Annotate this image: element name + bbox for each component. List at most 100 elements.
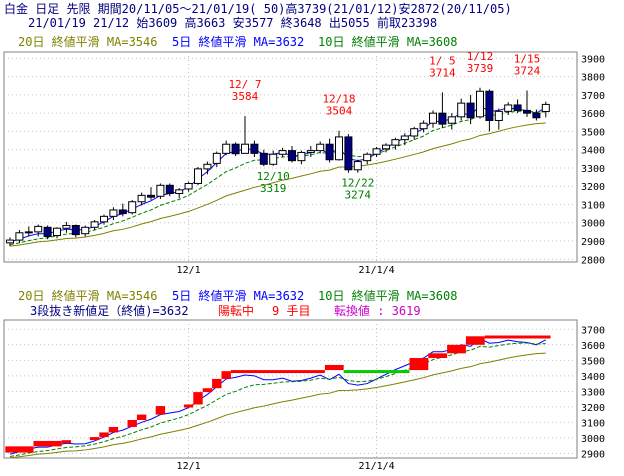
newprice-brick xyxy=(230,370,325,374)
candle-body xyxy=(269,153,278,165)
candle-body xyxy=(466,102,475,119)
candle-body xyxy=(53,227,61,237)
candle-body xyxy=(485,90,494,121)
candle-body xyxy=(62,224,71,229)
legend-ma10: 10日 終値平滑 MA=3608 xyxy=(318,34,457,49)
candle xyxy=(259,149,268,167)
annotation-price: 3714 xyxy=(429,66,456,79)
newprice-brick xyxy=(89,437,100,441)
newprice-grid xyxy=(4,320,577,458)
candle-body xyxy=(400,135,409,141)
newprice-tick-label: 3400 xyxy=(581,372,605,383)
candle xyxy=(147,187,155,200)
candle-body xyxy=(6,239,14,244)
candle xyxy=(100,214,108,225)
reversal-value: 転換値 : 3619 xyxy=(334,303,421,318)
candle xyxy=(476,87,484,119)
price-tick-label: 3700 xyxy=(581,91,605,102)
newprice-brick xyxy=(5,446,34,453)
annotation-price: 3319 xyxy=(260,182,287,195)
newprice-brick xyxy=(484,335,551,339)
candle-body xyxy=(100,215,108,223)
candle-body xyxy=(288,150,296,162)
candle-body xyxy=(476,90,484,118)
newprice-brick xyxy=(343,370,410,374)
newprice-ma-line-20 xyxy=(9,352,546,459)
candle-body xyxy=(175,189,184,195)
candle-body xyxy=(212,152,221,164)
candle xyxy=(391,137,400,150)
price-tick-label: 3800 xyxy=(581,73,605,84)
candle xyxy=(269,150,278,166)
candle xyxy=(71,224,80,238)
candle xyxy=(156,183,165,199)
candle-body xyxy=(147,194,155,198)
candle-body xyxy=(231,143,240,155)
price-tick-label: 3300 xyxy=(581,164,605,175)
newprice-tick-label: 3000 xyxy=(581,434,605,445)
candle-body xyxy=(90,221,99,228)
candle-body xyxy=(128,201,137,214)
candle-body xyxy=(306,150,315,153)
candle-body xyxy=(165,184,174,195)
candle xyxy=(241,116,249,154)
candle xyxy=(24,226,33,237)
annotation-price: 3584 xyxy=(232,90,259,103)
legend-ma5-lower: 5日 終値平滑 MA=3632 xyxy=(172,288,304,303)
candle-body xyxy=(335,136,343,161)
annotation-date: 12/22 xyxy=(341,177,374,190)
annotation-date: 1/ 5 xyxy=(429,54,456,67)
annotation-date: 1/12 xyxy=(467,50,494,63)
candle-body xyxy=(457,102,466,118)
price-tick-label: 3100 xyxy=(581,200,605,211)
candle xyxy=(447,113,456,130)
candle-body xyxy=(259,152,268,165)
candle xyxy=(466,94,475,125)
price-tick-label: 3200 xyxy=(581,182,605,193)
ma-line-20 xyxy=(9,122,546,247)
price-tick-label: 3900 xyxy=(581,54,605,65)
step-count: 9 手目 xyxy=(272,304,310,318)
candle-body xyxy=(109,209,118,217)
newprice-date-label: 12/1 xyxy=(177,461,201,472)
candle-body xyxy=(541,103,550,113)
candle-body xyxy=(419,122,428,130)
candle xyxy=(382,143,390,153)
price-tick-label: 2800 xyxy=(581,255,605,266)
candle xyxy=(81,225,90,237)
candle-body xyxy=(363,153,372,162)
newprice-brick xyxy=(202,388,213,393)
candle xyxy=(34,224,43,237)
candle xyxy=(53,227,61,239)
newprice-brick xyxy=(428,353,448,358)
price-tick-label: 3600 xyxy=(581,109,605,120)
ma-line-10 xyxy=(9,110,546,246)
annotation-date: 12/18 xyxy=(322,93,355,106)
candle xyxy=(250,140,259,157)
candle xyxy=(297,150,306,165)
trend-state: 陽転中 xyxy=(218,303,254,318)
annotation-price: 3274 xyxy=(345,189,372,202)
candle-body xyxy=(325,143,334,161)
legend-ma20-lower: 20日 終値平滑 MA=3546 xyxy=(18,288,157,303)
candle xyxy=(419,120,428,133)
newprice-tick-label: 3200 xyxy=(581,403,605,414)
candle xyxy=(325,138,334,163)
candle-body xyxy=(137,194,146,203)
candle xyxy=(523,90,531,117)
newprice-brick xyxy=(33,440,62,447)
newprice-tick-label: 3700 xyxy=(581,325,605,336)
candle xyxy=(372,146,381,157)
candle xyxy=(90,220,99,231)
candle-body xyxy=(344,136,353,171)
candle xyxy=(6,237,14,247)
annotation-price: 3504 xyxy=(326,105,353,118)
candle xyxy=(457,98,466,121)
annotation-date: 12/10 xyxy=(257,170,290,183)
candle-body xyxy=(250,143,259,154)
newprice-brick xyxy=(221,371,231,379)
candle-body xyxy=(194,168,202,184)
candle xyxy=(353,159,362,173)
newprice-tick-label: 3600 xyxy=(581,341,605,352)
